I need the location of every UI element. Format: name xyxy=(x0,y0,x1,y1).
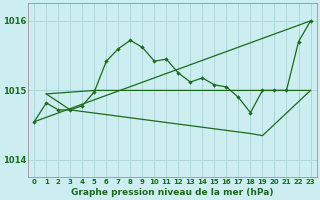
X-axis label: Graphe pression niveau de la mer (hPa): Graphe pression niveau de la mer (hPa) xyxy=(71,188,274,197)
